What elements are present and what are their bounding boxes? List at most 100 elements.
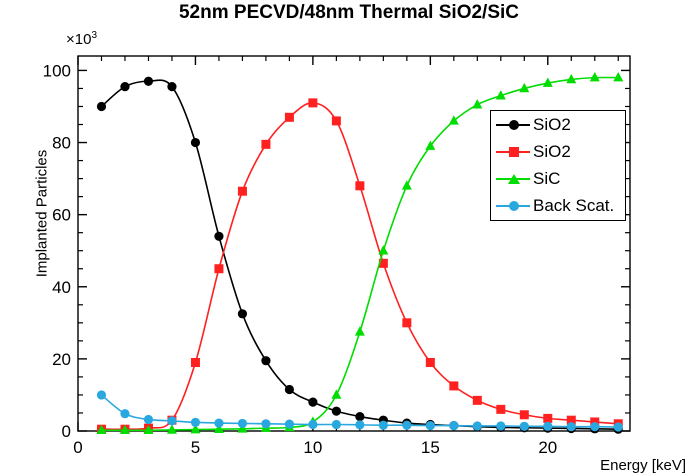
legend-marker-triangle-icon — [508, 173, 520, 184]
series-marker-2 — [448, 115, 459, 125]
legend-marker-circle-icon — [509, 119, 519, 130]
series-marker-3 — [449, 420, 459, 431]
series-marker-0 — [284, 384, 295, 395]
series-marker-3 — [378, 420, 388, 430]
legend-marker-square-icon — [509, 146, 519, 157]
series-marker-1 — [590, 417, 600, 427]
series-marker-2 — [519, 82, 530, 93]
series-marker-0 — [143, 76, 154, 86]
series-marker-1 — [472, 395, 482, 405]
series-marker-1 — [237, 186, 247, 196]
series-marker-3 — [237, 418, 248, 429]
x-axis-title: Energy [keV] — [600, 457, 686, 474]
series-marker-2 — [190, 423, 201, 434]
series-marker-3 — [96, 390, 107, 400]
series-marker-3 — [496, 421, 506, 431]
series-marker-0 — [261, 356, 271, 366]
series-marker-2 — [566, 73, 577, 84]
series-marker-1 — [519, 410, 529, 420]
series-marker-1 — [308, 98, 318, 108]
legend-item-label: SiO2 — [533, 142, 571, 161]
series-marker-2 — [425, 140, 436, 150]
series-marker-2 — [143, 424, 154, 435]
series-marker-0 — [96, 101, 107, 112]
series-marker-0 — [237, 309, 248, 319]
y-axis-tick-label: 60 — [52, 206, 71, 225]
legend-item-label: SiC — [533, 169, 561, 188]
series-marker-3 — [519, 421, 529, 431]
series-marker-1 — [284, 112, 294, 122]
series-marker-3 — [143, 414, 154, 425]
series-marker-2 — [542, 77, 553, 87]
series-marker-2 — [213, 423, 224, 433]
series-marker-3 — [214, 418, 224, 428]
series-marker-3 — [190, 417, 201, 427]
series-marker-3 — [543, 421, 553, 431]
series-marker-3 — [566, 422, 576, 432]
series-marker-0 — [120, 82, 130, 92]
series-marker-0 — [190, 137, 201, 148]
series-marker-0 — [167, 82, 177, 92]
legend-symbol-triangle-icon — [496, 170, 530, 188]
legend-item-3[interactable]: Back Scat. — [491, 192, 625, 219]
series-marker-3 — [284, 419, 295, 429]
series-marker-3 — [472, 421, 482, 431]
series-marker-1 — [190, 357, 200, 367]
series-marker-2 — [96, 424, 107, 435]
series-marker-2 — [495, 90, 506, 100]
series-marker-1 — [543, 413, 553, 423]
series-marker-3 — [261, 419, 271, 429]
series-marker-0 — [308, 397, 318, 407]
x-axis-tick-label: 5 — [191, 438, 200, 457]
series-marker-3 — [613, 422, 623, 432]
y-axis-multiplier-base: ×10 — [66, 31, 92, 48]
series-marker-0 — [355, 411, 365, 422]
series-marker-3 — [308, 419, 318, 430]
series-marker-2 — [401, 180, 412, 190]
series-marker-2 — [378, 245, 389, 255]
x-axis-tick-label: 15 — [421, 438, 440, 457]
legend-symbol-circle-icon — [496, 197, 530, 215]
series-marker-2 — [166, 424, 177, 434]
series-marker-1 — [214, 264, 224, 274]
series-marker-3 — [331, 419, 341, 430]
series-marker-3 — [425, 420, 435, 431]
series-marker-3 — [120, 409, 130, 419]
legend-item-label: Back Scat. — [533, 196, 615, 215]
series-marker-1 — [425, 357, 435, 367]
series-marker-2 — [354, 326, 365, 336]
series-marker-2 — [589, 72, 600, 82]
series-marker-1 — [402, 318, 412, 328]
series-marker-1 — [496, 404, 506, 414]
legend-symbol-circle-icon — [496, 116, 530, 134]
legend-item-0[interactable]: SiO2 — [491, 111, 625, 138]
x-axis-tick-label: 10 — [303, 438, 322, 457]
series-marker-2 — [472, 99, 483, 109]
series-marker-1 — [261, 139, 271, 149]
series-marker-1 — [378, 258, 388, 268]
series-marker-1 — [331, 116, 341, 126]
y-axis-tick-label: 100 — [43, 61, 71, 80]
series-marker-2 — [331, 389, 342, 399]
legend-item-2[interactable]: SiC — [491, 165, 625, 192]
series-marker-3 — [402, 420, 412, 430]
y-axis-multiplier-exponent: 3 — [91, 30, 98, 41]
series-marker-2 — [119, 424, 130, 435]
legend-item-label: SiO2 — [533, 115, 571, 134]
series-marker-1 — [449, 381, 459, 391]
y-axis-tick-label: 20 — [52, 350, 71, 369]
legend-symbol-square-icon — [496, 143, 530, 161]
x-axis-tick-label: 0 — [73, 438, 82, 457]
series-marker-2 — [613, 72, 624, 82]
y-axis-multiplier-label: ×103 — [66, 30, 97, 48]
y-axis-tick-label: 40 — [52, 278, 71, 297]
series-marker-0 — [214, 231, 224, 241]
legend-item-1[interactable]: SiO2 — [491, 138, 625, 165]
y-axis-tick-label: 0 — [62, 422, 71, 441]
page-title: 52nm PECVD/48nm Thermal SiO2/SiC — [178, 2, 519, 23]
series-marker-0 — [331, 406, 341, 416]
series-marker-3 — [167, 416, 177, 426]
x-axis-tick-label: 20 — [538, 438, 557, 457]
